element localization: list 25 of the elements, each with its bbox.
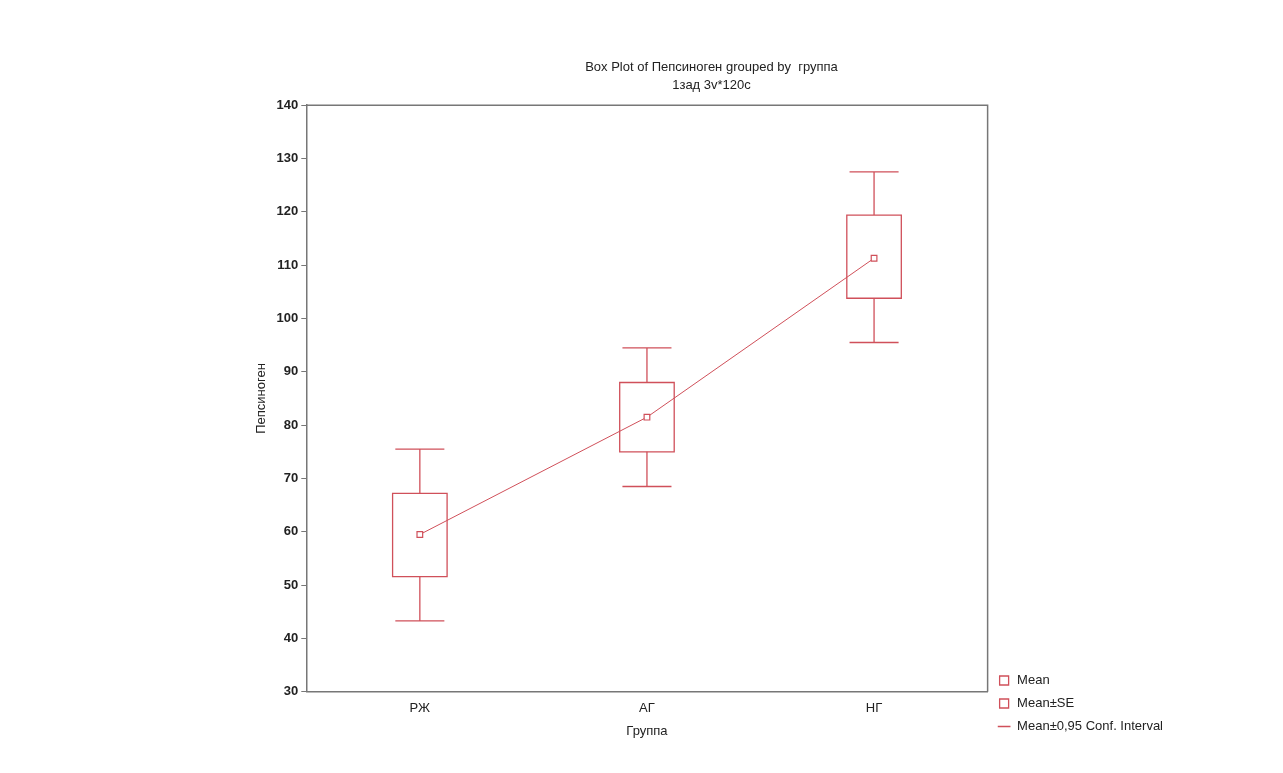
- y-tick-label: 30: [283, 683, 299, 699]
- y-tick-label: 40: [283, 630, 299, 646]
- point: [870, 254, 878, 262]
- y-tick-label: 100: [276, 310, 299, 326]
- y-tick-label: 80: [283, 416, 299, 432]
- chart-title: Box Plot of Пепсиноген grouped by группа: [585, 59, 839, 75]
- y-tick-label: 70: [283, 470, 299, 486]
- y-tick-label: 120: [276, 203, 299, 219]
- x-tick-label: НГ: [865, 700, 883, 716]
- text: Mean±0,95 Conf. Interval: [1017, 718, 1164, 734]
- y-tick-label: 130: [276, 150, 299, 166]
- legend-label: Mean±SE: [1017, 695, 1075, 711]
- y-tick-label: 90: [283, 363, 299, 379]
- x-tick-label: АГ: [639, 700, 655, 716]
- x-axis-title: Группа: [626, 722, 669, 738]
- y-tick-label: 110: [277, 256, 299, 272]
- y-tick-label: 50: [283, 576, 299, 592]
- chart-subtitle: 1зад 3v*120c: [672, 76, 752, 92]
- point: [643, 413, 651, 421]
- legend-label: Mean: [1017, 672, 1050, 688]
- point: [416, 531, 424, 538]
- x-tick-label: РЖ: [409, 700, 431, 716]
- y-axis-title: Пепсиноген: [253, 363, 269, 434]
- y-tick-label: 60: [283, 523, 299, 539]
- y-tick-label: 140: [276, 96, 299, 112]
